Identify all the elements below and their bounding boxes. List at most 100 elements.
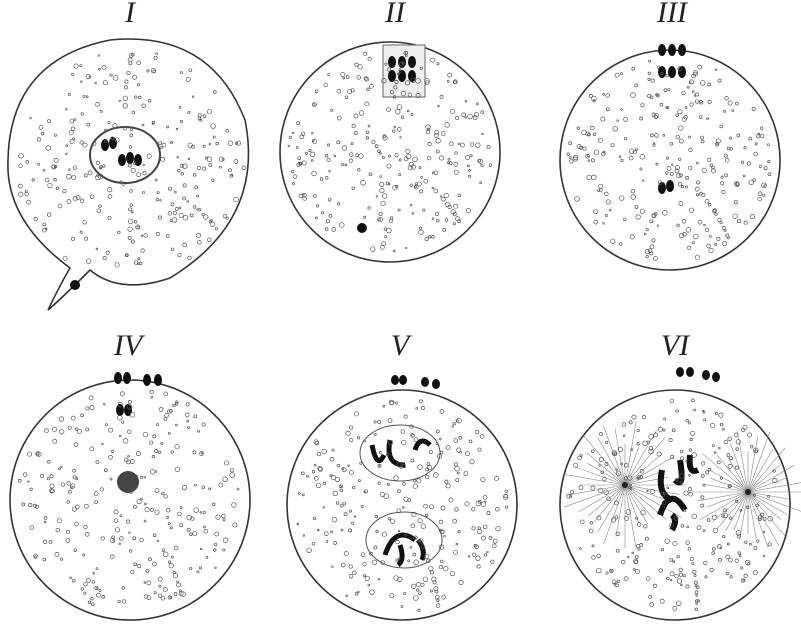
granule xyxy=(711,165,715,170)
granule xyxy=(724,173,728,178)
granule xyxy=(639,468,645,474)
granule xyxy=(620,72,623,76)
granule xyxy=(72,475,77,480)
granule xyxy=(302,196,307,201)
granule xyxy=(359,461,363,465)
granule xyxy=(146,69,150,73)
granule xyxy=(436,218,440,223)
granule xyxy=(625,509,632,515)
granule xyxy=(72,506,77,512)
granule xyxy=(636,522,642,527)
granule xyxy=(185,77,191,82)
granule xyxy=(697,219,703,225)
granule xyxy=(434,594,440,600)
granule xyxy=(301,493,305,497)
granule xyxy=(665,156,669,160)
granule xyxy=(454,151,458,155)
granule xyxy=(302,193,307,198)
granule xyxy=(439,195,443,198)
granule xyxy=(160,595,166,601)
granule xyxy=(740,160,745,164)
granule xyxy=(169,218,173,223)
granule xyxy=(480,501,487,507)
granule xyxy=(757,132,761,136)
granule xyxy=(699,80,706,86)
granule xyxy=(668,437,673,443)
granule xyxy=(126,519,131,524)
granule xyxy=(588,93,593,98)
granule xyxy=(617,446,624,453)
granule xyxy=(128,207,132,212)
granule xyxy=(650,488,656,495)
granule xyxy=(241,165,246,170)
granule xyxy=(199,118,203,122)
granule xyxy=(151,455,155,459)
granule xyxy=(401,506,405,509)
aster-ray xyxy=(747,491,786,537)
granule xyxy=(399,136,402,139)
granule xyxy=(173,190,177,194)
granule xyxy=(494,476,499,482)
granule xyxy=(60,482,66,487)
granule xyxy=(66,199,72,204)
granule xyxy=(418,229,424,235)
granule xyxy=(369,551,373,556)
granule xyxy=(492,538,498,544)
aster-ray xyxy=(702,453,749,493)
granule xyxy=(735,439,741,445)
granule xyxy=(728,136,732,140)
granule xyxy=(340,562,346,568)
granule xyxy=(350,142,354,146)
granule xyxy=(444,122,450,128)
granule xyxy=(615,583,619,588)
granule xyxy=(195,232,201,238)
granule xyxy=(431,171,435,175)
granule xyxy=(692,90,695,93)
granule xyxy=(653,256,658,261)
granule xyxy=(65,144,69,148)
granule xyxy=(179,523,184,528)
panel-label: VI xyxy=(661,329,691,362)
granule xyxy=(447,161,451,165)
granule xyxy=(158,407,164,412)
granule xyxy=(225,216,229,220)
granule xyxy=(715,142,719,146)
granule xyxy=(83,591,87,595)
granule xyxy=(664,538,670,544)
granule xyxy=(129,127,134,132)
granule xyxy=(90,194,95,199)
granule xyxy=(222,476,228,483)
granule xyxy=(681,90,686,96)
granule xyxy=(455,478,460,483)
granule xyxy=(435,598,440,602)
granule xyxy=(381,531,387,537)
granule xyxy=(711,551,715,555)
granule xyxy=(302,192,305,196)
granule xyxy=(119,180,122,183)
aster-ray xyxy=(726,455,749,493)
granule xyxy=(80,112,84,116)
granule xyxy=(186,200,190,203)
granule xyxy=(155,232,160,237)
granule xyxy=(675,478,679,482)
granule xyxy=(82,220,87,225)
granule xyxy=(436,149,440,154)
granule xyxy=(413,535,418,540)
granule xyxy=(451,425,454,428)
granule xyxy=(689,102,694,107)
aster-ray xyxy=(564,473,626,486)
granule xyxy=(313,463,317,467)
granule xyxy=(108,454,113,460)
granule xyxy=(311,170,317,177)
granule xyxy=(351,521,355,525)
granule xyxy=(209,221,216,227)
granule xyxy=(169,526,173,530)
granule xyxy=(192,205,197,209)
granule xyxy=(112,539,116,542)
granule xyxy=(357,168,361,172)
granule xyxy=(69,139,75,144)
granule xyxy=(25,159,30,164)
granule xyxy=(439,544,445,550)
chromosomes xyxy=(114,372,162,416)
granule xyxy=(465,208,471,214)
